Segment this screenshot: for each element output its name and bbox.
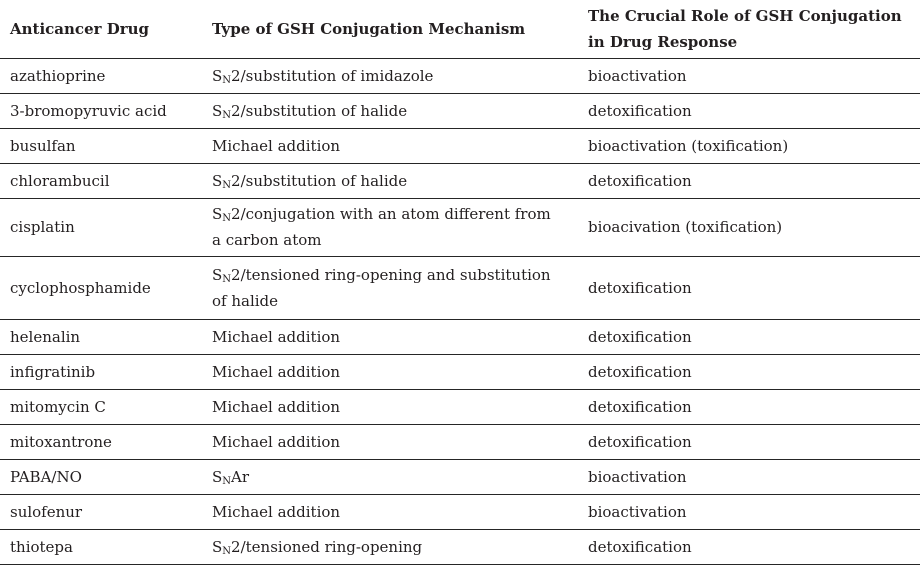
mechanism-text: S [212,171,223,190]
table-row-sulofenur: sulofenur Michael addition bioactivation [0,494,920,529]
subscript-n: N [222,475,232,487]
subscript-n: N [222,273,232,285]
mechanism-cell: Michael addition [212,319,588,354]
role-cell: bioacivation (toxification) [588,218,783,236]
drug-cell: cisplatin [10,218,75,236]
mechanism-text: Ar [231,467,250,486]
header-row: Anticancer Drug Type of GSH Conjugation … [0,0,920,58]
table-row-cisplatin: cisplatin SN2/conjugation with an atom d… [0,198,920,256]
drug-cell: cyclophosphamide [10,278,151,297]
table-row-paba-no: PABA/NO SNAr bioactivation [0,459,920,494]
drug-cell: thiotepa [10,537,73,556]
mechanism-text: 2/conjugation with an atom different fro… [212,205,551,249]
role-cell: bioactivation [588,66,687,85]
mechanism-text: S [212,537,223,556]
mechanism-cell: SN2/tensioned ring-opening and substitut… [212,256,588,319]
mechanism-text: S [212,101,223,120]
table-header: Anticancer Drug Type of GSH Conjugation … [0,0,920,58]
column-header-anticancer-drug: Anticancer Drug [10,19,150,38]
column-header-role: The Crucial Role of GSH Conjugation in D… [588,6,902,51]
mechanism-text: 2/tensioned ring-opening and substitutio… [212,265,551,310]
mechanism-text: 2/tensioned ring-opening [231,537,423,556]
mechanism-text: Michael addition [212,432,341,451]
mechanism-text: 2/substitution of halide [231,101,408,120]
table-row-busulfan: busulfan Michael addition bioactivation … [0,128,920,163]
mechanism-cell: SN2/tensioned ring-opening [212,529,588,564]
role-cell: detoxification [588,397,692,416]
mechanism-cell: SN2/substitution of halide [212,93,588,128]
role-cell: detoxification [588,432,692,451]
table-row-azathioprine: azathioprine SN2/substitution of imidazo… [0,58,920,93]
subscript-n: N [222,109,232,121]
table-row-thiotepa: thiotepa SN2/tensioned ring-opening deto… [0,529,920,564]
role-cell: detoxification [588,171,692,190]
drug-cell: helenalin [10,327,81,346]
mechanism-text: Michael addition [212,362,341,381]
column-header-mechanism: Type of GSH Conjugation Mechanism [212,19,526,38]
mechanism-cell: Michael addition [212,128,588,163]
role-cell: bioactivation [588,502,687,521]
subscript-n: N [222,74,232,86]
mechanism-cell: Michael addition [212,494,588,529]
table-row-chlorambucil: chlorambucil SN2/substitution of halide … [0,163,920,198]
mechanism-cell: Michael addition [212,424,588,459]
mechanism-cell: SNAr [212,459,588,494]
mechanism-text: Michael addition [212,136,341,155]
mechanism-cell: SN2/substitution of imidazole [212,58,588,93]
subscript-n: N [222,545,232,557]
drug-cell: PABA/NO [10,467,82,486]
drug-cell: busulfan [10,136,76,155]
mechanism-text: S [212,467,223,486]
mechanism-cell: SN2/substitution of halide [212,163,588,198]
mechanism-text: Michael addition [212,327,341,346]
table-row-helenalin: helenalin Michael addition detoxificatio… [0,319,920,354]
mechanism-text: 2/substitution of halide [231,171,408,190]
role-cell: detoxification [588,362,692,381]
role-cell: detoxification [588,327,692,346]
role-cell: bioactivation [588,467,687,486]
mechanism-text: S [212,205,223,223]
mechanism-text: S [212,66,223,85]
drug-cell: chlorambucil [10,171,110,190]
drug-cell: mitomycin C [10,397,106,416]
drug-cell: mitoxantrone [10,432,112,451]
table-row-3-bromopyruvic-acid: 3-bromopyruvic acid SN2/substitution of … [0,93,920,128]
role-cell: detoxification [588,537,692,556]
drug-cell: sulofenur [10,502,83,521]
mechanism-text: Michael addition [212,502,341,521]
mechanism-text: 2/substitution of imidazole [231,66,434,85]
subscript-n: N [222,213,232,224]
drug-cell: 3-bromopyruvic acid [10,101,167,120]
drug-cell: azathioprine [10,66,106,85]
role-cell: detoxification [588,278,692,297]
mechanism-cell: SN2/conjugation with an atom different f… [212,198,588,256]
role-cell: bioactivation (toxification) [588,136,789,155]
drug-cell: infigratinib [10,362,96,381]
mechanism-text: S [212,265,223,284]
mechanism-cell: Michael addition [212,389,588,424]
table-row-mitoxantrone: mitoxantrone Michael addition detoxifica… [0,424,920,459]
role-cell: detoxification [588,101,692,120]
table-row-infigratinib: infigratinib Michael addition detoxifica… [0,354,920,389]
table-row-cyclophosphamide: cyclophosphamide SN2/tensioned ring-open… [0,256,920,319]
mechanism-text: Michael addition [212,397,341,416]
table-row-mitomycin-c: mitomycin C Michael addition detoxificat… [0,389,920,424]
mechanism-cell: Michael addition [212,354,588,389]
table-body: azathioprine SN2/substitution of imidazo… [0,58,920,564]
subscript-n: N [222,179,232,191]
